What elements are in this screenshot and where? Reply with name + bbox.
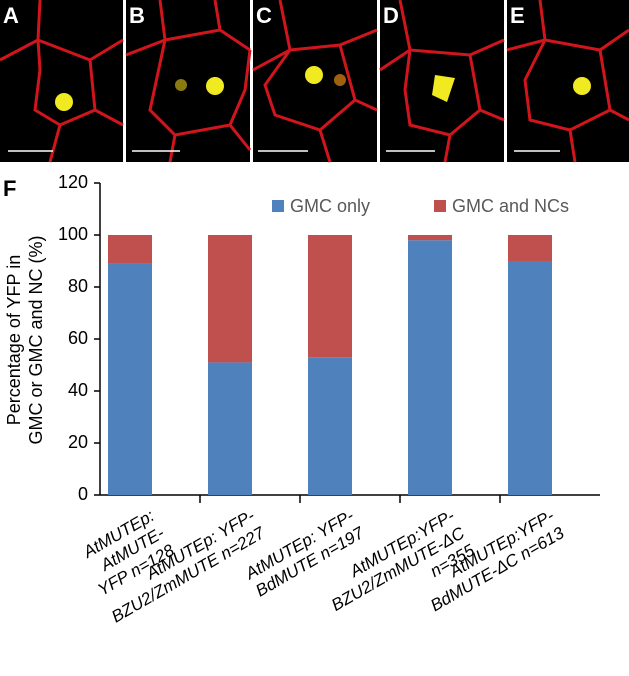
- legend-label: GMC and NCs: [452, 196, 569, 216]
- panel-label: D: [383, 3, 399, 28]
- y-axis-label: Percentage of YFP in GMC or GMC and NC (…: [4, 235, 46, 445]
- bar-segment: [408, 240, 452, 495]
- legend-swatch: [272, 200, 284, 212]
- bar-segment: [108, 263, 152, 495]
- bar-segment: [508, 261, 552, 495]
- micrographs: [0, 0, 629, 163]
- panel-label: B: [129, 3, 145, 28]
- y-tick-label: 60: [68, 328, 88, 348]
- panel-label: E: [510, 3, 525, 28]
- bar-segment: [508, 235, 552, 261]
- bar-segment: [308, 357, 352, 495]
- legend-swatch: [434, 200, 446, 212]
- legend-label: GMC only: [290, 196, 370, 216]
- bar-segment: [208, 362, 252, 495]
- panel-label: C: [256, 3, 272, 28]
- y-tick-label: 120: [58, 172, 88, 192]
- y-tick-label: 40: [68, 380, 88, 400]
- bar-segment: [408, 235, 452, 241]
- panel-label: A: [3, 3, 19, 28]
- y-tick-label: 100: [58, 224, 88, 244]
- bar-segment: [208, 235, 252, 363]
- bar-segment: [108, 235, 152, 264]
- y-tick-label: 0: [78, 484, 88, 504]
- panel-label: F: [3, 176, 16, 201]
- y-tick-label: 80: [68, 276, 88, 296]
- y-tick-label: 20: [68, 432, 88, 452]
- bar-segment: [308, 235, 352, 358]
